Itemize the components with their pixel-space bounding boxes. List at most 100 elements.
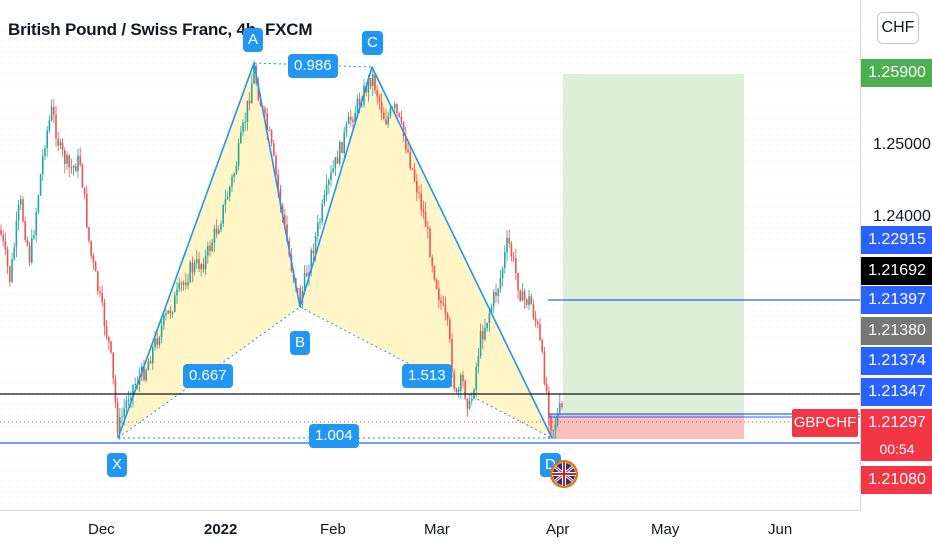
candle-body	[358, 98, 361, 106]
candle-body	[457, 389, 460, 392]
candle-body	[97, 271, 99, 292]
uk-flag-icon[interactable]	[550, 460, 578, 488]
candle-body	[55, 114, 57, 139]
candle-body	[477, 355, 480, 367]
candle-body	[475, 366, 477, 390]
candle-body	[352, 119, 354, 123]
candle-body	[541, 339, 543, 352]
time-axis[interactable]: Dec 2022 Feb Mar Apr May Jun	[0, 510, 860, 551]
price-badge-current: 1.21297	[861, 409, 932, 437]
point-label-x: X	[107, 453, 128, 477]
candle-body	[471, 398, 473, 401]
candle-body	[176, 289, 178, 296]
pattern-leg-xa	[117, 62, 255, 439]
candle-body	[108, 336, 110, 342]
candle-body	[149, 361, 152, 364]
ratio-label-bd: 1.513	[402, 364, 452, 388]
candle-body	[246, 100, 249, 122]
candle-body	[229, 186, 231, 197]
candle-body	[545, 384, 548, 391]
candle-body	[383, 112, 385, 120]
candle-body	[33, 234, 35, 239]
candle-body	[39, 174, 42, 196]
candle-body	[81, 164, 84, 188]
target-zone[interactable]	[563, 74, 744, 414]
candle-body	[405, 135, 407, 150]
price-badge-2: 1.21397	[861, 286, 932, 314]
candle-body	[182, 282, 185, 285]
y-tick-1-24000: 1.24000	[873, 208, 931, 225]
candle-body	[156, 338, 158, 345]
price-axis[interactable]: CHF 1.25900 1.25000 1.24000 1.22915 1.21…	[860, 0, 932, 510]
candle-body	[325, 184, 328, 196]
candle-body	[50, 106, 53, 121]
candle-body	[528, 296, 530, 305]
candle-body	[385, 119, 387, 125]
candle-body	[499, 278, 502, 289]
point-label-a: A	[243, 28, 264, 52]
candle-body	[154, 338, 156, 348]
candle-body	[253, 66, 255, 84]
candle-body	[506, 237, 508, 253]
candle-body	[374, 74, 376, 91]
candle-body	[345, 123, 348, 133]
candle-body	[429, 228, 431, 258]
candle-body	[134, 384, 136, 386]
candle-body	[277, 174, 279, 189]
candle-body	[435, 279, 438, 289]
candle-body	[369, 77, 372, 87]
candle-body	[317, 222, 319, 237]
candle-body	[310, 250, 312, 273]
candle-body	[105, 326, 108, 337]
candle-body	[235, 165, 238, 174]
candle-body	[526, 299, 528, 305]
candle-body	[438, 288, 440, 301]
candle-body	[64, 150, 66, 164]
currency-button[interactable]: CHF	[877, 12, 919, 44]
candle-body	[530, 296, 532, 305]
candle-body	[484, 328, 486, 340]
candle-body	[378, 96, 381, 102]
candle-body	[490, 306, 493, 314]
candle-body	[218, 229, 220, 234]
candle-body	[9, 266, 11, 282]
x-tick-2022: 2022	[204, 521, 238, 538]
candle-body	[394, 104, 396, 108]
candle-body	[147, 361, 150, 370]
candle-body	[356, 98, 359, 113]
symbol-tag[interactable]: GBPCHF	[792, 409, 858, 437]
candle-body	[534, 317, 537, 322]
candlestick-series	[0, 60, 563, 440]
chart-canvas[interactable]	[0, 0, 860, 510]
candle-body	[510, 243, 513, 257]
stop-zone[interactable]	[548, 414, 744, 439]
candle-body	[264, 108, 266, 114]
candle-body	[266, 113, 268, 131]
candle-body	[72, 165, 75, 168]
candle-body	[171, 312, 174, 314]
chart-pane[interactable]: British Pound / Swiss Franc, 4h, FXCM A …	[0, 0, 860, 510]
candle-body	[548, 390, 550, 416]
candle-body	[479, 330, 482, 356]
candle-body	[361, 104, 363, 106]
candle-body	[83, 187, 86, 194]
price-badge-4: 1.21374	[861, 347, 932, 375]
candle-body	[61, 142, 64, 151]
candle-body	[11, 259, 13, 282]
candle-body	[501, 268, 504, 279]
candle-body	[314, 236, 317, 254]
candle-body	[420, 193, 422, 210]
candle-body	[424, 211, 427, 228]
candle-body	[200, 264, 202, 270]
candle-body	[242, 122, 244, 133]
point-label-b: B	[290, 331, 311, 355]
candle-body	[444, 304, 447, 314]
candle-body	[440, 300, 442, 304]
candle-body	[303, 272, 306, 291]
candle-body	[532, 304, 535, 318]
candle-body	[389, 108, 392, 117]
candle-body	[224, 199, 227, 205]
candle-body	[66, 155, 68, 164]
candle-body	[90, 240, 92, 256]
candle-body	[15, 220, 18, 248]
